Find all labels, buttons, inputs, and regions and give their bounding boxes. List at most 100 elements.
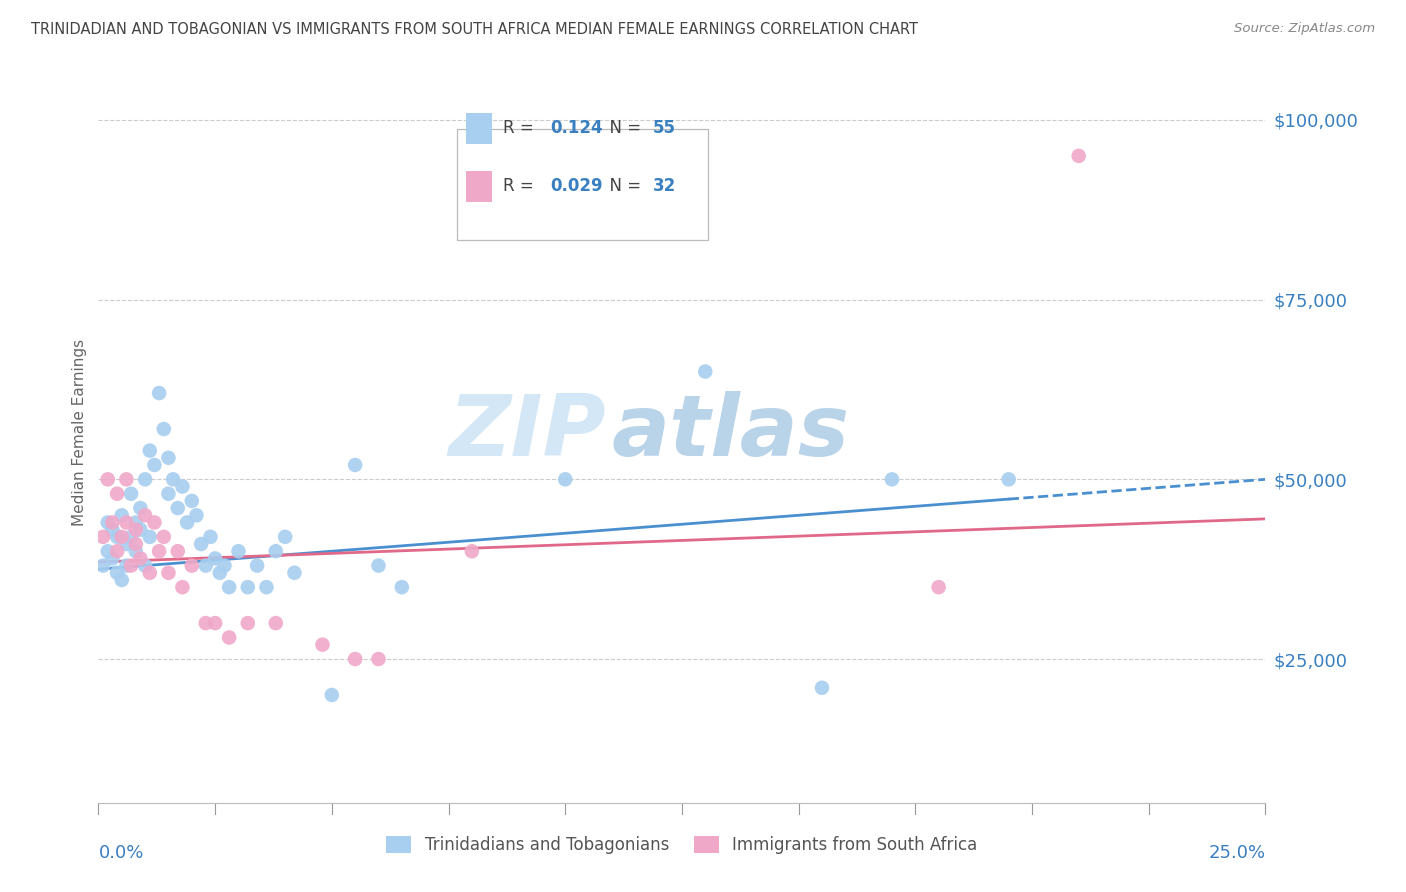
Text: 0.0%: 0.0% [98,844,143,862]
Point [120,530,142,544]
Point [148,544,170,558]
Point [120,558,142,573]
Point [166,501,188,516]
Point [283,566,305,580]
Point [172,580,194,594]
Point [264,616,287,631]
Point [139,566,162,580]
Point [101,523,124,537]
Text: R =: R = [503,178,540,195]
Text: 55: 55 [652,120,676,137]
Text: N =: N = [599,178,647,195]
Point [321,688,343,702]
Point [143,516,166,530]
Point [194,616,217,631]
Point [134,472,156,486]
Point [111,508,134,523]
Point [162,472,184,486]
Point [115,558,138,573]
Point [264,544,287,558]
Point [157,486,180,500]
Point [152,422,174,436]
Text: ZIP: ZIP [449,391,606,475]
Point [190,537,212,551]
Text: 32: 32 [652,178,676,195]
Point [97,544,120,558]
Point [105,530,128,544]
Point [115,472,138,486]
Point [125,516,148,530]
Point [91,558,114,573]
Point [204,551,226,566]
Point [101,516,124,530]
Point [157,566,180,580]
Text: Source: ZipAtlas.com: Source: ZipAtlas.com [1234,22,1375,36]
Point [367,652,389,666]
Point [139,443,162,458]
FancyBboxPatch shape [457,129,707,240]
Point [111,530,134,544]
Point [218,631,240,645]
Point [1067,149,1090,163]
Point [105,566,128,580]
Point [246,558,269,573]
Point [554,472,576,486]
Point [125,523,148,537]
Point [157,450,180,465]
Point [228,544,250,558]
Point [461,544,484,558]
Point [194,558,217,573]
Text: 0.124: 0.124 [550,120,603,137]
Point [143,458,166,472]
Point [97,516,120,530]
Point [125,544,148,558]
Point [214,558,236,573]
Point [391,580,413,594]
Point [811,681,834,695]
Point [129,551,152,566]
Point [176,516,198,530]
Point [166,544,188,558]
Point [129,523,152,537]
Point [274,530,297,544]
Point [105,544,128,558]
Point [115,537,138,551]
Point [236,616,259,631]
Text: 25.0%: 25.0% [1208,844,1265,862]
Text: TRINIDADIAN AND TOBAGONIAN VS IMMIGRANTS FROM SOUTH AFRICA MEDIAN FEMALE EARNING: TRINIDADIAN AND TOBAGONIAN VS IMMIGRANTS… [31,22,918,37]
Point [139,530,162,544]
Point [218,580,240,594]
Point [148,386,170,401]
Point [134,558,156,573]
Point [180,558,202,573]
Point [200,530,222,544]
Point [91,530,114,544]
Point [101,551,124,566]
Text: R =: R = [503,120,540,137]
Point [125,537,148,551]
Point [695,365,717,379]
Point [204,616,226,631]
Point [311,638,333,652]
Y-axis label: Median Female Earnings: Median Female Earnings [72,339,87,526]
Point [111,573,134,587]
Point [105,486,128,500]
Point [208,566,231,580]
Point [880,472,903,486]
Point [256,580,278,594]
Text: 0.029: 0.029 [550,178,603,195]
FancyBboxPatch shape [465,112,492,144]
FancyBboxPatch shape [465,170,492,202]
Text: atlas: atlas [612,391,851,475]
Point [115,516,138,530]
Legend: Trinidadians and Tobagonians, Immigrants from South Africa: Trinidadians and Tobagonians, Immigrants… [380,830,984,861]
Point [97,472,120,486]
Point [997,472,1019,486]
Point [344,652,367,666]
Point [120,486,142,500]
Text: N =: N = [599,120,647,137]
Point [236,580,259,594]
Point [180,494,202,508]
Point [134,508,156,523]
Point [928,580,950,594]
